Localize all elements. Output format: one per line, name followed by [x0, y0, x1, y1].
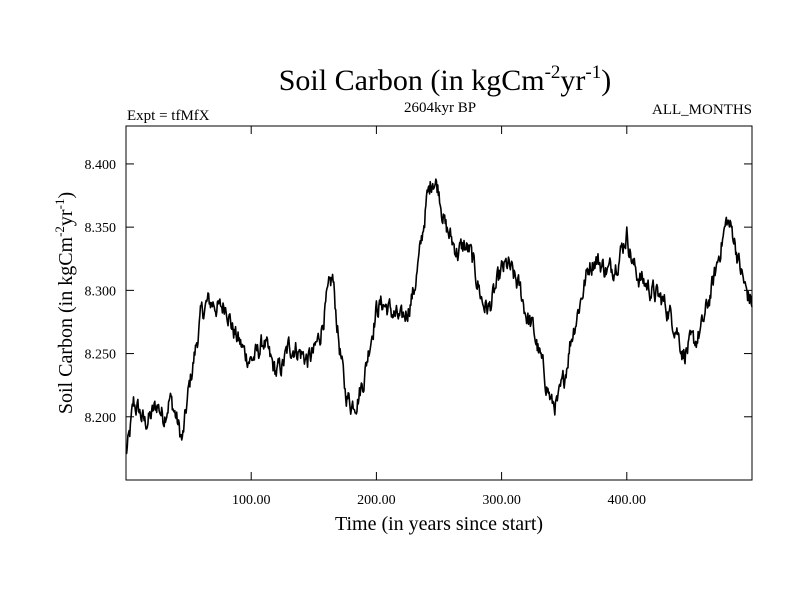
y-tick-label: 8.250 — [85, 348, 117, 363]
experiment-label: Expt = tfMfX — [127, 108, 210, 124]
y-tick-label: 8.200 — [85, 411, 117, 426]
series-line — [125, 178, 753, 455]
series-layer — [125, 178, 753, 455]
months-label: ALL_MONTHS — [652, 102, 752, 118]
title-end: ) — [601, 64, 611, 97]
x-tick-label: 400.00 — [608, 493, 647, 508]
title-sup-1: -2 — [545, 62, 561, 83]
chart-title: Soil Carbon (in kgCm-2yr-1) — [279, 62, 612, 97]
y-title-main: Soil Carbon (in kgCm — [55, 236, 77, 414]
x-tick-label: 100.00 — [232, 493, 271, 508]
title-mid: yr — [560, 64, 585, 97]
y-axis-title: Soil Carbon (in kgCm-2yr-1) — [52, 192, 77, 414]
y-tick-label: 8.400 — [85, 158, 117, 173]
title-sup-2: -1 — [585, 62, 601, 83]
x-tick-label: 200.00 — [357, 493, 396, 508]
x-axis-title: Time (in years since start) — [335, 513, 543, 535]
title-main: Soil Carbon (in kgCm — [279, 64, 545, 97]
y-title-sup-1: -2 — [52, 226, 67, 237]
x-axis-ticks: 100.00 200.00 300.00 400.00 — [232, 126, 646, 508]
y-axis-ticks: 8.200 8.250 8.300 8.350 8.400 — [85, 158, 752, 426]
y-title-end: ) — [55, 192, 77, 199]
y-tick-label: 8.300 — [85, 284, 117, 299]
x-tick-label: 300.00 — [482, 493, 521, 508]
y-title-mid: yr — [55, 209, 77, 226]
y-tick-label: 8.350 — [85, 221, 117, 236]
y-title-sup-2: -1 — [52, 199, 67, 210]
period-label: 2604kyr BP — [404, 100, 476, 116]
